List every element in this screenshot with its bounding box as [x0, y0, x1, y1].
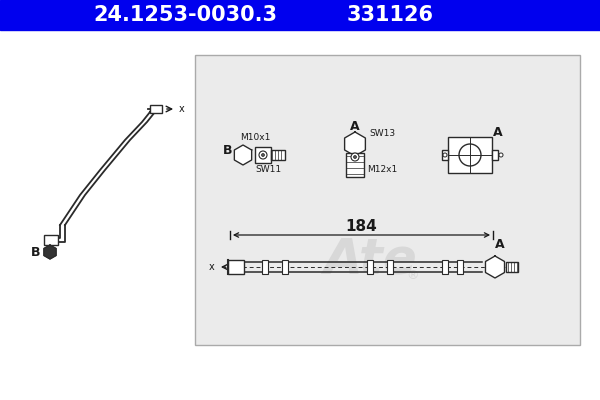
Bar — [346, 153, 364, 177]
Text: ®: ® — [407, 270, 419, 282]
Bar — [0, 0, 600, 30]
Bar — [228, 260, 244, 274]
Bar — [506, 262, 518, 272]
Text: A: A — [493, 126, 503, 140]
Bar — [255, 147, 271, 163]
Bar — [150, 105, 162, 113]
Bar — [448, 137, 492, 173]
Polygon shape — [344, 132, 365, 156]
Polygon shape — [485, 256, 505, 278]
Text: M10x1: M10x1 — [240, 132, 271, 142]
Text: B: B — [31, 246, 41, 258]
Bar — [271, 150, 285, 160]
Bar — [457, 260, 463, 274]
Polygon shape — [44, 245, 56, 259]
Bar — [442, 260, 448, 274]
Bar — [195, 55, 580, 345]
Bar — [442, 150, 448, 160]
Text: x: x — [179, 104, 185, 114]
Bar — [262, 260, 268, 274]
Polygon shape — [235, 145, 251, 165]
Circle shape — [443, 153, 447, 157]
Circle shape — [262, 154, 265, 156]
Text: A: A — [495, 238, 505, 252]
Text: M12x1: M12x1 — [367, 166, 397, 174]
Circle shape — [351, 153, 359, 161]
Circle shape — [353, 156, 356, 158]
Text: x: x — [208, 262, 214, 272]
Circle shape — [459, 144, 481, 166]
Circle shape — [499, 153, 503, 157]
Text: A: A — [350, 120, 360, 132]
Text: SW13: SW13 — [369, 130, 395, 138]
Text: SW11: SW11 — [255, 164, 281, 174]
Bar — [492, 150, 498, 160]
Bar — [44, 235, 58, 245]
Bar — [282, 260, 288, 274]
Text: 184: 184 — [346, 219, 377, 234]
Circle shape — [259, 151, 267, 159]
Bar — [387, 260, 393, 274]
Bar — [367, 260, 373, 274]
Text: B: B — [223, 144, 233, 156]
Text: 331126: 331126 — [347, 5, 433, 25]
Text: Ate: Ate — [323, 236, 417, 284]
Text: 24.1253-0030.3: 24.1253-0030.3 — [93, 5, 277, 25]
